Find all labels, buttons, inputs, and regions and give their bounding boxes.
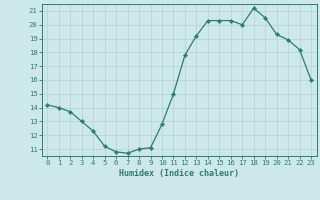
X-axis label: Humidex (Indice chaleur): Humidex (Indice chaleur) bbox=[119, 169, 239, 178]
